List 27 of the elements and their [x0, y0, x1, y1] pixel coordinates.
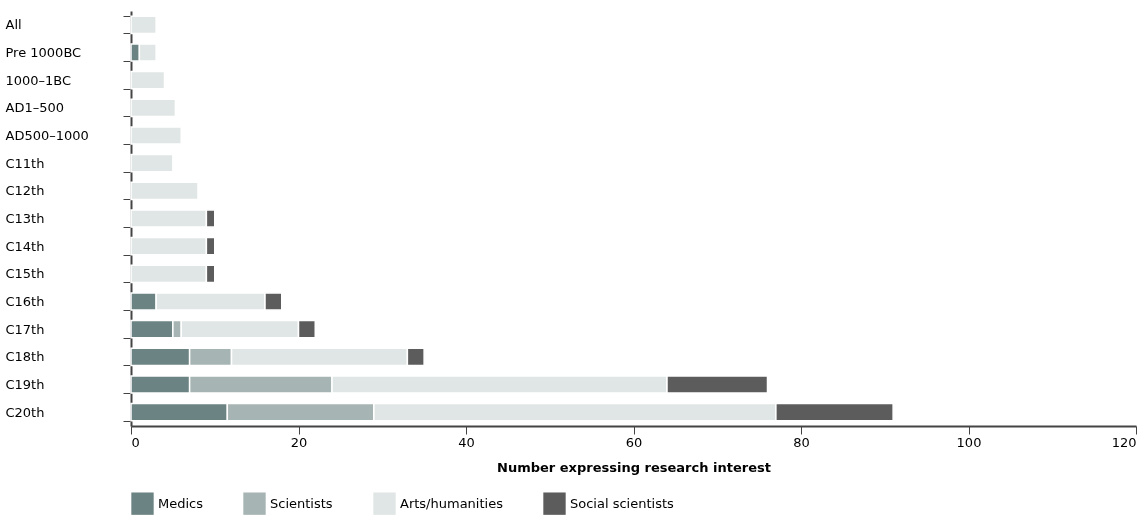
y-tick-label: AD1–500 — [5, 100, 64, 116]
y-tick-label: C11th — [5, 155, 45, 171]
y-tick-label: C18th — [5, 349, 45, 365]
y-tick-label: Pre 1000BC — [5, 45, 82, 60]
y-tick-label: AD500–1000 — [5, 128, 89, 143]
y-tick-label: 1000–1BC — [5, 72, 72, 88]
x-tick-label: 0 — [131, 434, 140, 450]
y-tick-label: C12th — [5, 183, 45, 199]
y-tick-label: C19th — [5, 377, 45, 392]
x-tick-label: 60 — [625, 434, 643, 450]
y-tick-label: C16th — [5, 294, 45, 309]
y-tick-label: C13th — [5, 211, 45, 226]
x-tick-label: 40 — [458, 434, 475, 450]
y-tick-label: C15th — [5, 266, 45, 282]
x-axis-title: Number expressing research interest — [497, 459, 771, 475]
x-tick-label: 120 — [1111, 434, 1137, 450]
y-tick-label: All — [5, 17, 22, 33]
x-tick-label: 20 — [290, 434, 308, 450]
legend-label: Medics — [158, 495, 204, 511]
x-tick-label: 100 — [956, 434, 982, 450]
y-tick-label: C17th — [5, 321, 45, 337]
legend-label: Scientists — [270, 495, 333, 511]
legend-label: Social scientists — [570, 495, 675, 511]
x-tick-label: 80 — [793, 434, 810, 450]
y-tick-label: C14th — [5, 238, 45, 254]
y-tick-label: C20th — [5, 404, 45, 420]
legend-label: Arts/humanities — [400, 495, 504, 511]
